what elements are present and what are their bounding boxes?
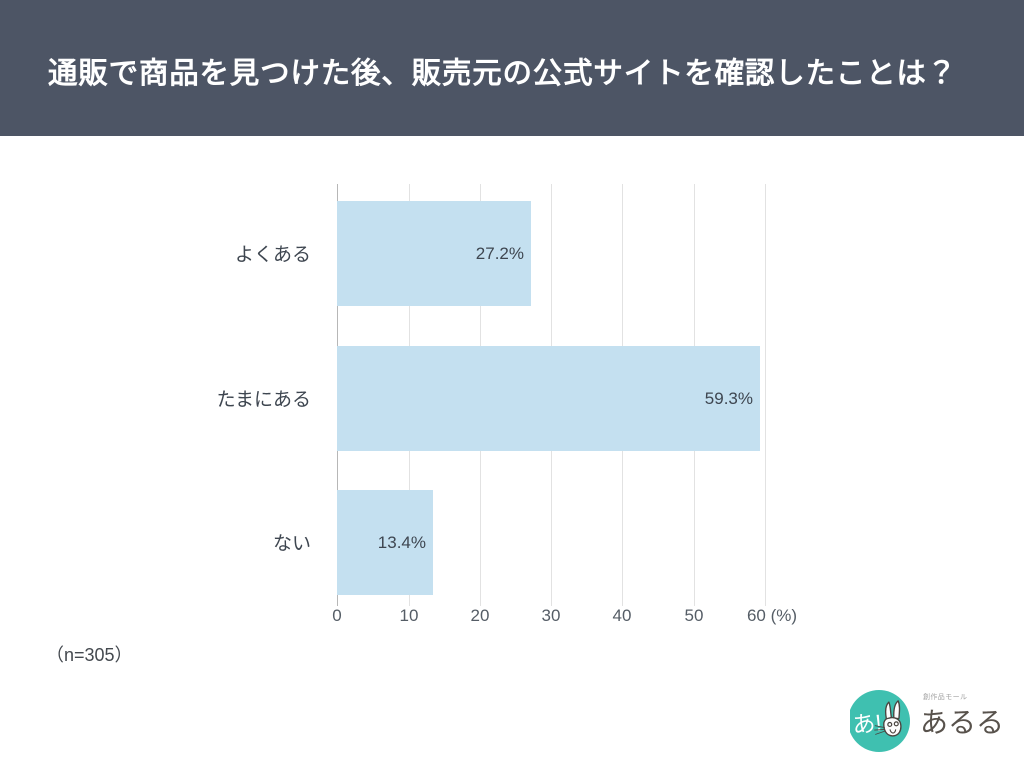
svg-text:創作品モール: 創作品モール [923,692,967,701]
svg-text:あ!: あ! [851,709,883,738]
svg-text:あるる: あるる [920,707,1004,738]
